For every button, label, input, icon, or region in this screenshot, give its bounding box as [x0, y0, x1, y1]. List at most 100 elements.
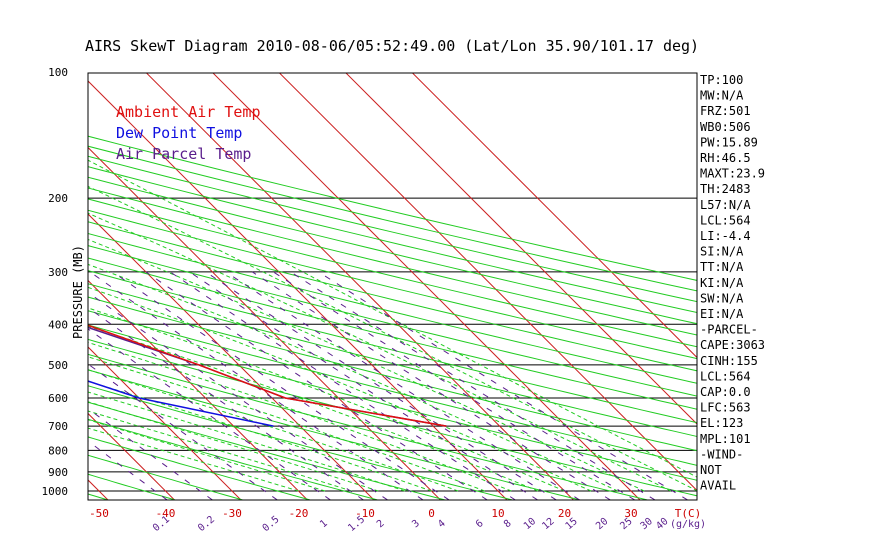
sounding-index: MW:N/A	[700, 89, 744, 103]
mixing-ratio-line	[169, 271, 516, 500]
legend-entry: Ambient Air Temp	[116, 103, 261, 121]
dry-adiabat-line	[88, 454, 243, 500]
y-axis-label: PRESSURE (MB)	[71, 245, 85, 339]
pressure-tick-label: 1000	[42, 485, 69, 498]
sounding-index: -WIND-	[700, 447, 743, 461]
mixing-ratio-line	[205, 271, 557, 500]
moist-adiabat-line	[88, 401, 379, 492]
moist-adiabat-line	[88, 159, 697, 478]
mixing-ratio-line	[145, 271, 488, 500]
dry-adiabat-line	[88, 436, 310, 500]
dry-adiabat-line	[88, 324, 697, 481]
moist-adiabat-line	[88, 369, 459, 492]
ambient-temp-line	[88, 324, 447, 427]
pressure-tick-label: 400	[48, 318, 68, 331]
legend-entry: Dew Point Temp	[116, 124, 242, 142]
pressure-tick-label: 800	[48, 444, 68, 457]
moist-adiabat-line	[88, 307, 565, 492]
dry-adiabat-line	[88, 353, 648, 500]
bottom-temp-tick-label: -50	[89, 507, 109, 520]
mixing-ratio-label: 6	[474, 518, 486, 530]
isotherm-line	[88, 146, 441, 500]
mixing-ratio-label: 10	[522, 516, 538, 532]
sounding-index: -PARCEL-	[700, 323, 758, 337]
dry-adiabat-line	[88, 245, 697, 397]
dry-adiabat-line	[88, 310, 697, 466]
sounding-index: LI:-4.4	[700, 229, 751, 243]
sounding-index: L57:N/A	[700, 198, 751, 212]
mixing-ratio-line	[225, 271, 580, 500]
moist-adiabat-line	[88, 263, 618, 492]
pressure-tick-label: 300	[48, 266, 68, 279]
sounding-index: CAPE:3063	[700, 338, 765, 352]
pressure-tick-label: 100	[48, 66, 68, 79]
dry-adiabat-line	[88, 296, 697, 452]
mixing-ratio-line	[112, 271, 450, 500]
bottom-temp-tick-label: 20	[558, 507, 571, 520]
dry-adiabat-line	[88, 145, 697, 292]
sounding-index: EI:N/A	[700, 307, 744, 321]
isotherm-line	[88, 346, 242, 500]
mixing-ratio-line	[252, 271, 611, 500]
isotherm-line	[345, 73, 697, 425]
mixing-ratio-label: 12	[540, 516, 556, 532]
dry-adiabat-line	[88, 369, 580, 500]
dry-adiabat-line	[88, 338, 697, 497]
bottom-temp-tick-label: 30	[624, 507, 637, 520]
mixing-ratio-label: 3	[410, 518, 422, 530]
isotherm-line	[88, 412, 175, 500]
isotherm-line	[278, 73, 697, 492]
sounding-index: MPL:101	[700, 432, 751, 446]
dry-adiabat-line	[88, 257, 697, 410]
sounding-index: PW:15.89	[700, 135, 758, 149]
sounding-index: FRZ:501	[700, 104, 751, 118]
mixing-ratio-label: 0.5	[261, 514, 282, 534]
sounding-index: TH:2483	[700, 182, 751, 196]
bottom-temp-tick-label: -30	[222, 507, 242, 520]
moist-adiabat-line	[88, 238, 645, 492]
dry-adiabat-line	[0, 53, 40, 500]
mixing-ratio-line	[89, 271, 424, 500]
bottom-temp-tick-label: -10	[355, 507, 375, 520]
mixing-ratio-line	[273, 271, 635, 500]
sounding-index: LCL:564	[700, 369, 751, 383]
dry-adiabat-line	[88, 187, 697, 336]
pressure-tick-label: 700	[48, 420, 68, 433]
sounding-index: SW:N/A	[700, 291, 744, 305]
chart-title: AIRS SkewT Diagram 2010-08-06/05:52:49.0…	[85, 37, 700, 55]
bottom-temp-tick-label: -20	[289, 507, 309, 520]
pressure-tick-label: 200	[48, 192, 68, 205]
bottom-temp-unit-label: T(C)	[675, 507, 702, 520]
sounding-index: LFC:563	[700, 401, 751, 415]
sounding-index: RH:46.5	[700, 151, 751, 165]
isotherm-line	[88, 213, 375, 500]
moist-adiabat-line	[88, 185, 697, 492]
sounding-index: SI:N/A	[700, 245, 744, 259]
sounding-index: EL:123	[700, 416, 743, 430]
sounding-index: MAXT:23.9	[700, 167, 765, 181]
mixing-ratio-label: 4	[436, 518, 448, 530]
dewpoint-temp-line	[88, 380, 274, 427]
moist-adiabat-line	[88, 286, 592, 492]
plot-frame	[87, 72, 698, 501]
sounding-index: LCL:564	[700, 213, 751, 227]
bottom-temp-tick-label: 10	[491, 507, 504, 520]
pressure-tick-label: 600	[48, 392, 68, 405]
mixing-ratio-line	[318, 271, 688, 500]
dry-adiabat-line	[88, 166, 697, 314]
mixing-ratio-line	[88, 363, 278, 500]
dry-adiabat-line	[88, 135, 697, 281]
mixing-ratio-label: 0.2	[196, 514, 217, 534]
mixing-ratio-label: 30	[639, 516, 655, 532]
mixing-ratio-label: 20	[594, 516, 610, 532]
moist-adiabat-line	[88, 427, 299, 492]
dry-adiabat-line	[88, 401, 445, 500]
sounding-index: CINH:155	[700, 354, 758, 368]
mixing-ratio-line	[88, 291, 388, 500]
mixing-unit-label: (g/kg)	[670, 519, 706, 530]
mixing-ratio-label: 1	[318, 518, 330, 530]
legend-entry: Air Parcel Temp	[116, 145, 251, 163]
isotherm-line	[0, 53, 41, 500]
isotherm-line	[411, 73, 697, 359]
